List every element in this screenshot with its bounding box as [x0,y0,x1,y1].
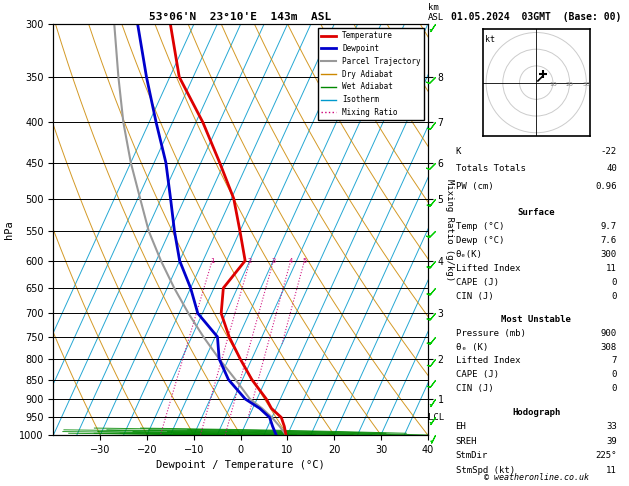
Y-axis label: Mixing Ratio (g/kg): Mixing Ratio (g/kg) [445,178,454,281]
Text: K: K [455,147,461,156]
Text: StmSpd (kt): StmSpd (kt) [455,466,515,475]
Text: 30: 30 [582,82,590,87]
Text: 4: 4 [289,258,293,264]
Text: 0.96: 0.96 [596,182,617,191]
Text: 0: 0 [611,278,617,287]
Text: Lifted Index: Lifted Index [455,356,520,365]
Legend: Temperature, Dewpoint, Parcel Trajectory, Dry Adiabat, Wet Adiabat, Isotherm, Mi: Temperature, Dewpoint, Parcel Trajectory… [318,28,424,120]
Text: 0: 0 [611,292,617,300]
Text: 300: 300 [601,250,617,259]
Text: 10: 10 [549,82,557,87]
Text: CIN (J): CIN (J) [455,292,493,300]
Text: 9.7: 9.7 [601,222,617,231]
Text: 225°: 225° [596,451,617,460]
Text: kt: kt [485,35,495,44]
Text: Hodograph: Hodograph [512,408,560,417]
Text: 1: 1 [210,258,214,264]
Text: 5: 5 [303,258,306,264]
Text: 11: 11 [606,264,617,273]
Text: Lifted Index: Lifted Index [455,264,520,273]
Text: 33: 33 [606,422,617,431]
Text: Pressure (mb): Pressure (mb) [455,329,525,338]
Text: 01.05.2024  03GMT  (Base: 00): 01.05.2024 03GMT (Base: 00) [451,12,621,22]
Text: 0: 0 [611,384,617,393]
Text: LCL: LCL [428,413,444,422]
Text: © weatheronline.co.uk: © weatheronline.co.uk [484,473,589,482]
X-axis label: Dewpoint / Temperature (°C): Dewpoint / Temperature (°C) [156,460,325,470]
Text: -22: -22 [601,147,617,156]
Text: Temp (°C): Temp (°C) [455,222,504,231]
Text: Dewp (°C): Dewp (°C) [455,236,504,245]
Text: PW (cm): PW (cm) [455,182,493,191]
Text: CAPE (J): CAPE (J) [455,278,499,287]
Text: 3: 3 [271,258,276,264]
Text: StmDir: StmDir [455,451,488,460]
Text: CIN (J): CIN (J) [455,384,493,393]
Text: EH: EH [455,422,466,431]
Text: 7: 7 [611,356,617,365]
Text: θₑ (K): θₑ (K) [455,343,488,351]
Text: km
ASL: km ASL [428,3,444,22]
Text: 0: 0 [611,370,617,379]
Text: 7.6: 7.6 [601,236,617,245]
Text: 2: 2 [248,258,252,264]
Text: 39: 39 [606,437,617,446]
Text: CAPE (J): CAPE (J) [455,370,499,379]
Text: 308: 308 [601,343,617,351]
Text: SREH: SREH [455,437,477,446]
Text: 20: 20 [565,82,574,87]
Title: 53°06'N  23°10'E  143m  ASL: 53°06'N 23°10'E 143m ASL [150,12,331,22]
Text: Most Unstable: Most Unstable [501,315,571,324]
Text: 900: 900 [601,329,617,338]
Text: Surface: Surface [518,208,555,217]
Text: 11: 11 [606,466,617,475]
Text: 40: 40 [606,164,617,173]
Text: θₑ(K): θₑ(K) [455,250,482,259]
Y-axis label: hPa: hPa [4,220,14,239]
Text: Totals Totals: Totals Totals [455,164,525,173]
